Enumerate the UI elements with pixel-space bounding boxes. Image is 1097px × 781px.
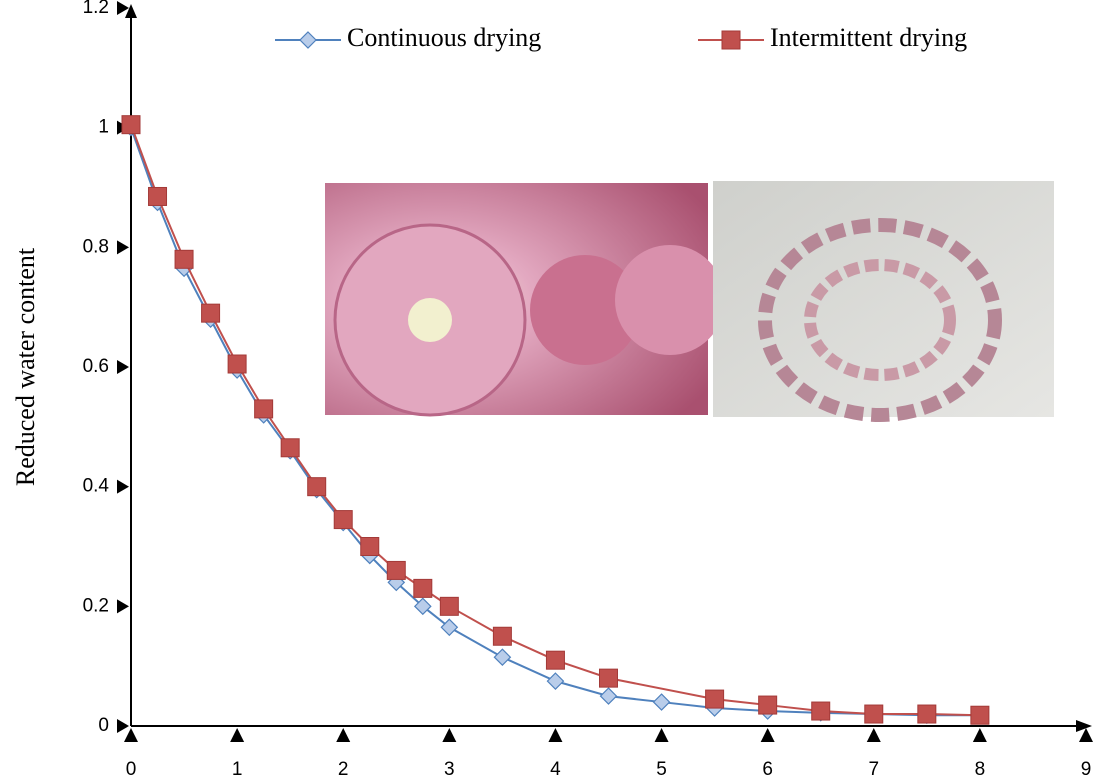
- marker: [971, 706, 989, 724]
- marker: [308, 478, 326, 496]
- marker: [600, 669, 618, 687]
- x-tick-label: 4: [550, 759, 561, 780]
- marker: [334, 511, 352, 529]
- marker: [122, 116, 140, 134]
- y-tick-mark: [117, 480, 129, 494]
- x-tick-label: 1: [232, 759, 243, 780]
- y-tick-mark: [117, 719, 129, 733]
- marker: [175, 250, 193, 268]
- marker: [228, 355, 246, 373]
- marker: [812, 702, 830, 720]
- y-axis-arrow: [125, 4, 137, 18]
- marker: [547, 673, 563, 689]
- y-tick-mark: [117, 240, 129, 254]
- onion-shape: [408, 298, 452, 342]
- x-tick-mark: [442, 728, 456, 742]
- legend-item: Intermittent drying: [698, 23, 967, 52]
- marker: [601, 688, 617, 704]
- legend-marker: [722, 31, 740, 49]
- y-tick-mark: [117, 599, 129, 613]
- marker: [654, 694, 670, 710]
- x-tick-label: 9: [1081, 759, 1092, 780]
- page: {"chart_data": {"type": "line", "y_label…: [0, 0, 1097, 781]
- x-tick-label: 3: [444, 759, 455, 780]
- legend-label: Intermittent drying: [770, 23, 967, 52]
- marker: [149, 187, 167, 205]
- y-tick-label: 0: [98, 715, 109, 736]
- y-tick-label: 0.8: [83, 236, 109, 257]
- marker: [255, 400, 273, 418]
- x-tick-mark: [761, 728, 775, 742]
- marker: [494, 649, 510, 665]
- x-tick-label: 0: [126, 759, 137, 780]
- x-tick-label: 2: [338, 759, 349, 780]
- marker: [759, 696, 777, 714]
- x-tick-mark: [230, 728, 244, 742]
- marker: [387, 561, 405, 579]
- marker: [281, 439, 299, 457]
- marker: [414, 579, 432, 597]
- x-tick-mark: [336, 728, 350, 742]
- onion-shape: [615, 245, 725, 355]
- y-axis-label: Reduced water content: [11, 247, 40, 486]
- chart: Reduced water content 0 0.2 0.4 0.6 0.8 1 1.2 0…: [0, 0, 1097, 781]
- x-tick-label: 7: [868, 759, 879, 780]
- x-tick-mark: [548, 728, 562, 742]
- marker: [202, 304, 220, 322]
- marker: [440, 597, 458, 615]
- y-tick-label: 0.6: [83, 356, 109, 377]
- marker: [493, 627, 511, 645]
- y-tick-label: 1.2: [83, 0, 109, 18]
- marker: [865, 705, 883, 723]
- photos: [325, 181, 1054, 417]
- x-tick-mark: [867, 728, 881, 742]
- marker: [546, 651, 564, 669]
- x-tick-mark: [655, 728, 669, 742]
- y-tick-label: 1: [98, 117, 109, 138]
- x-tick-mark: [1079, 728, 1093, 742]
- x-tick-label: 6: [762, 759, 773, 780]
- x-tick-mark: [124, 728, 138, 742]
- y-tick-label: 0.4: [83, 476, 110, 497]
- legend-label: Continuous drying: [347, 23, 541, 52]
- legend-item: Continuous drying: [275, 23, 541, 52]
- marker: [706, 690, 724, 708]
- x-tick-mark: [973, 728, 987, 742]
- x-axis-arrow: [1076, 720, 1092, 732]
- marker: [918, 705, 936, 723]
- x-tick-label: 8: [975, 759, 986, 780]
- legend-marker: [300, 32, 316, 48]
- marker: [361, 538, 379, 556]
- x-tick-label: 5: [656, 759, 667, 780]
- y-tick-label: 0.2: [83, 595, 109, 616]
- y-tick-mark: [117, 360, 129, 374]
